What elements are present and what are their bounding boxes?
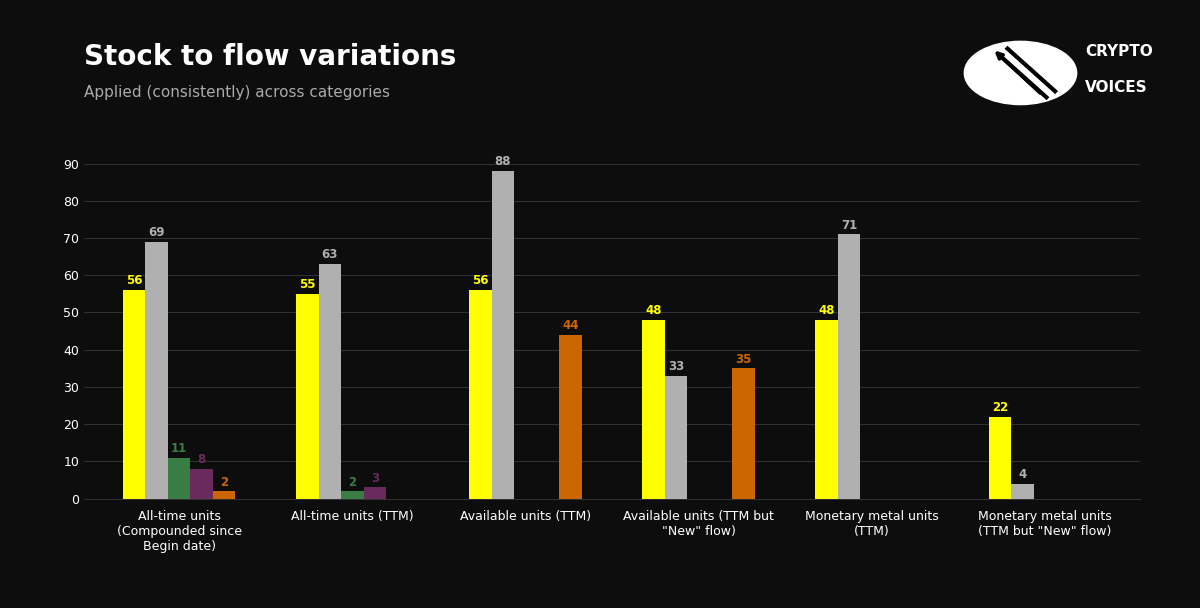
Text: 11: 11 [172, 442, 187, 455]
Text: 8: 8 [198, 453, 206, 466]
Bar [838, 234, 860, 499]
Text: 63: 63 [322, 249, 338, 261]
Text: 48: 48 [818, 304, 835, 317]
Text: 33: 33 [668, 360, 684, 373]
Bar [168, 458, 191, 499]
Text: 69: 69 [149, 226, 164, 239]
Circle shape [965, 41, 1076, 105]
Bar [296, 294, 318, 499]
Bar [1012, 484, 1033, 499]
Text: CRYPTO: CRYPTO [1085, 44, 1153, 58]
Text: 56: 56 [472, 274, 488, 288]
Text: 71: 71 [841, 219, 857, 232]
Text: 3: 3 [371, 472, 379, 485]
Bar [469, 290, 492, 499]
Bar [318, 264, 341, 499]
Text: 48: 48 [646, 304, 661, 317]
Text: 35: 35 [736, 353, 751, 365]
Bar [642, 320, 665, 499]
Text: VOICES: VOICES [1085, 80, 1148, 95]
Bar [191, 469, 212, 499]
Bar [364, 488, 386, 499]
Bar [559, 335, 582, 499]
Bar [341, 491, 364, 499]
Text: 4: 4 [1018, 468, 1026, 481]
Text: 88: 88 [494, 156, 511, 168]
Bar [665, 376, 688, 499]
Bar [145, 242, 168, 499]
Text: 22: 22 [991, 401, 1008, 414]
Bar [732, 368, 755, 499]
Text: 56: 56 [126, 274, 143, 288]
Text: 55: 55 [299, 278, 316, 291]
Bar [492, 171, 514, 499]
Text: Stock to flow variations: Stock to flow variations [84, 43, 456, 71]
Bar [212, 491, 235, 499]
Text: Applied (consistently) across categories: Applied (consistently) across categories [84, 85, 390, 100]
Text: 44: 44 [563, 319, 578, 332]
Text: 2: 2 [220, 475, 228, 488]
Bar [816, 320, 838, 499]
Bar [122, 290, 145, 499]
Bar [989, 416, 1012, 499]
Text: 2: 2 [348, 475, 356, 488]
